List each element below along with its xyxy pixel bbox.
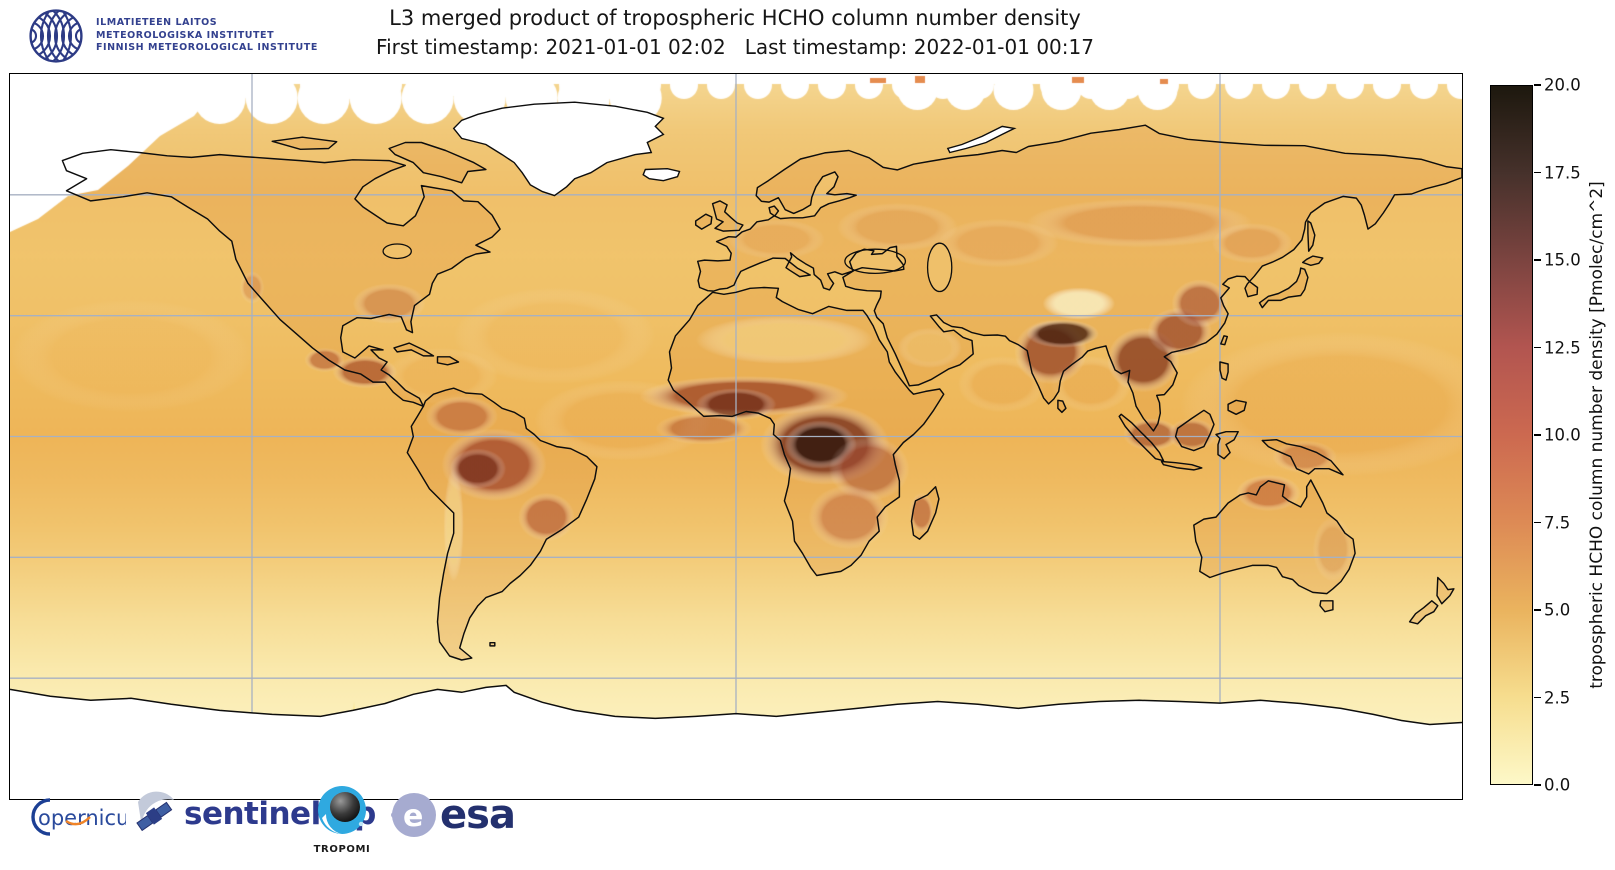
coastline — [1160, 460, 1203, 471]
coastline — [1301, 255, 1324, 267]
fmi-institute-name: ILMATIETEEN LAITOS METEOROLOGISKA INSTIT… — [96, 17, 318, 55]
fmi-logo-block: ILMATIETEEN LAITOS METEOROLOGISKA INSTIT… — [28, 8, 318, 64]
colorbar-tick — [1534, 609, 1541, 611]
coastline — [1057, 399, 1067, 414]
antarctica-coastline — [10, 684, 1462, 726]
coastline — [910, 486, 940, 540]
tropomi-icon — [318, 786, 366, 834]
ice-landmass — [946, 125, 1017, 154]
colorbar-tick-label: 12.5 — [1544, 338, 1581, 357]
esa-globe-icon: e — [391, 793, 436, 837]
coastline — [1118, 413, 1165, 462]
coastline — [1219, 361, 1229, 381]
colorbar-tick — [1534, 346, 1541, 349]
copernicus-orbit-swoosh — [65, 816, 91, 826]
inland-sea — [926, 242, 953, 293]
inland-sea — [844, 248, 907, 275]
fmi-line-fi: ILMATIETEEN LAITOS — [96, 17, 218, 29]
coastline — [1436, 576, 1455, 605]
copernicus-c-arc — [31, 798, 51, 836]
colorbar-tick — [1534, 171, 1541, 174]
colorbar-tick-label: 2.5 — [1544, 688, 1571, 707]
fmi-line-en: FINNISH METEOROLOGICAL INSTITUTE — [96, 42, 318, 54]
colorbar-tick-label: 20.0 — [1544, 75, 1581, 95]
coastline — [1261, 438, 1344, 476]
colorbar-tick — [1534, 84, 1541, 86]
coastline — [1193, 479, 1356, 595]
coastline — [1307, 220, 1316, 252]
coastline — [667, 286, 945, 577]
coastline — [1227, 399, 1247, 416]
coastline — [436, 356, 460, 366]
esa-logo: e esa — [388, 790, 516, 840]
coastline — [1220, 335, 1229, 346]
colorbar-tick-label: 5.0 — [1544, 600, 1571, 620]
coastline — [696, 124, 1462, 432]
colorbar-tick — [1534, 434, 1541, 436]
antarctica-ice — [10, 685, 1462, 799]
coastline-grid-overlay — [10, 74, 1462, 799]
inland-sea — [382, 243, 412, 260]
coastline — [61, 148, 501, 408]
colorbar-tick — [1534, 696, 1541, 699]
coastline — [1408, 600, 1439, 625]
fmi-globe-logo-icon — [29, 9, 83, 63]
colorbar-tick — [1534, 784, 1541, 786]
coastline — [388, 141, 487, 184]
colorbar-tick — [1534, 521, 1541, 524]
ice-landmass — [452, 101, 665, 197]
coastline — [711, 200, 744, 232]
coastline — [1215, 430, 1239, 460]
colorbar-tick-label: 10.0 — [1544, 425, 1581, 445]
world-map-plot — [9, 73, 1463, 800]
coastline — [393, 342, 435, 357]
figure-subtitle: First timestamp: 2021-01-01 02:02 Last t… — [376, 35, 1094, 59]
coastline — [406, 387, 598, 661]
coastline — [271, 136, 338, 151]
coastline — [1258, 267, 1309, 309]
title-block: L3 merged product of tropospheric HCHO c… — [9, 6, 1461, 59]
svg-text:e: e — [403, 799, 423, 834]
tropomi-logo: TROPOMI — [312, 784, 372, 855]
colorbar-tick-label: 0.0 — [1544, 775, 1571, 795]
figure-title: L3 merged product of tropospheric HCHO c… — [389, 6, 1081, 30]
colorbar-tick-label: 7.5 — [1544, 513, 1571, 532]
colorbar-tick — [1534, 259, 1541, 261]
coastline — [1174, 409, 1215, 452]
coastline — [489, 641, 496, 647]
ice-landmass — [642, 167, 681, 182]
fmi-line-sv: METEOROLOGISKA INSTITUTET — [96, 29, 275, 41]
sentinel5p-satellite-icon — [136, 791, 174, 832]
esa-wordmark: esa — [440, 792, 516, 838]
coastline — [1319, 600, 1334, 613]
coastline — [694, 213, 713, 230]
colorbar-tick-label: 15.0 — [1544, 250, 1581, 270]
colorbar-axis-label: tropospheric HCHO column number density … — [1587, 181, 1607, 689]
colorbar-tick-label: 17.5 — [1544, 163, 1581, 182]
tropomi-wordmark: TROPOMI — [313, 844, 371, 855]
colorbar — [1490, 85, 1533, 785]
